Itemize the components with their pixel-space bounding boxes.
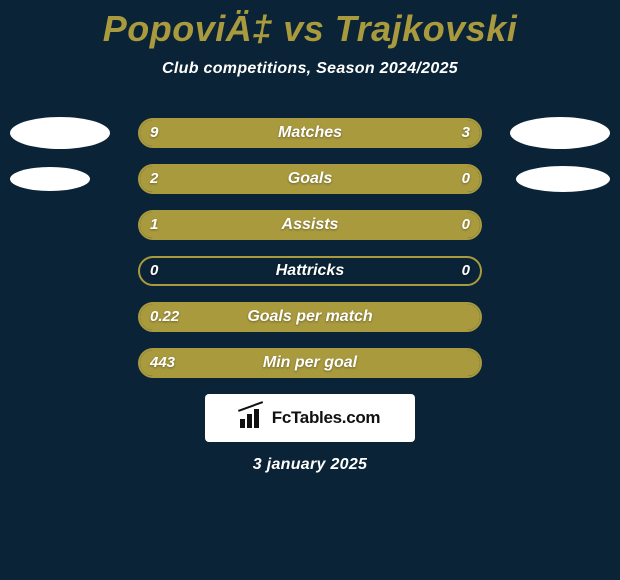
bar-track [138, 118, 482, 148]
brand-text: FcTables.com [272, 408, 381, 428]
stats-chart: 93Matches20Goals10Assists00Hattricks0.22… [0, 118, 620, 378]
bar-track [138, 256, 482, 286]
stat-row: 0.22Goals per match [0, 302, 620, 332]
stat-value-right: 3 [462, 118, 470, 148]
stat-value-left: 0 [150, 256, 158, 286]
stat-value-right: 0 [462, 164, 470, 194]
stat-row: 20Goals [0, 164, 620, 194]
footer-date: 3 january 2025 [0, 456, 620, 474]
decor-ellipse-right [510, 117, 610, 149]
stat-value-left: 443 [150, 348, 175, 378]
stat-row: 443Min per goal [0, 348, 620, 378]
bar-left [140, 350, 480, 378]
stat-value-left: 0.22 [150, 302, 179, 332]
brand-badge: FcTables.com [205, 394, 415, 442]
bar-left [140, 120, 395, 148]
bar-track [138, 210, 482, 240]
brand-barchart-icon [240, 408, 266, 428]
page-subtitle: Club competitions, Season 2024/2025 [0, 60, 620, 78]
comparison-infographic: PopoviÄ‡ vs Trajkovski Club competitions… [0, 0, 620, 580]
bar-left [140, 212, 405, 240]
page-title: PopoviÄ‡ vs Trajkovski [0, 0, 620, 50]
stat-row: 00Hattricks [0, 256, 620, 286]
bar-left [140, 166, 405, 194]
decor-ellipse-right [516, 166, 610, 192]
stat-value-right: 0 [462, 256, 470, 286]
stat-row: 93Matches [0, 118, 620, 148]
stat-value-left: 1 [150, 210, 158, 240]
stat-row: 10Assists [0, 210, 620, 240]
bar-track [138, 302, 482, 332]
bar-left [140, 304, 480, 332]
bar-track [138, 164, 482, 194]
bar-track [138, 348, 482, 378]
decor-ellipse-left [10, 167, 90, 191]
stat-value-right: 0 [462, 210, 470, 240]
decor-ellipse-left [10, 117, 110, 149]
stat-value-left: 9 [150, 118, 158, 148]
stat-value-left: 2 [150, 164, 158, 194]
